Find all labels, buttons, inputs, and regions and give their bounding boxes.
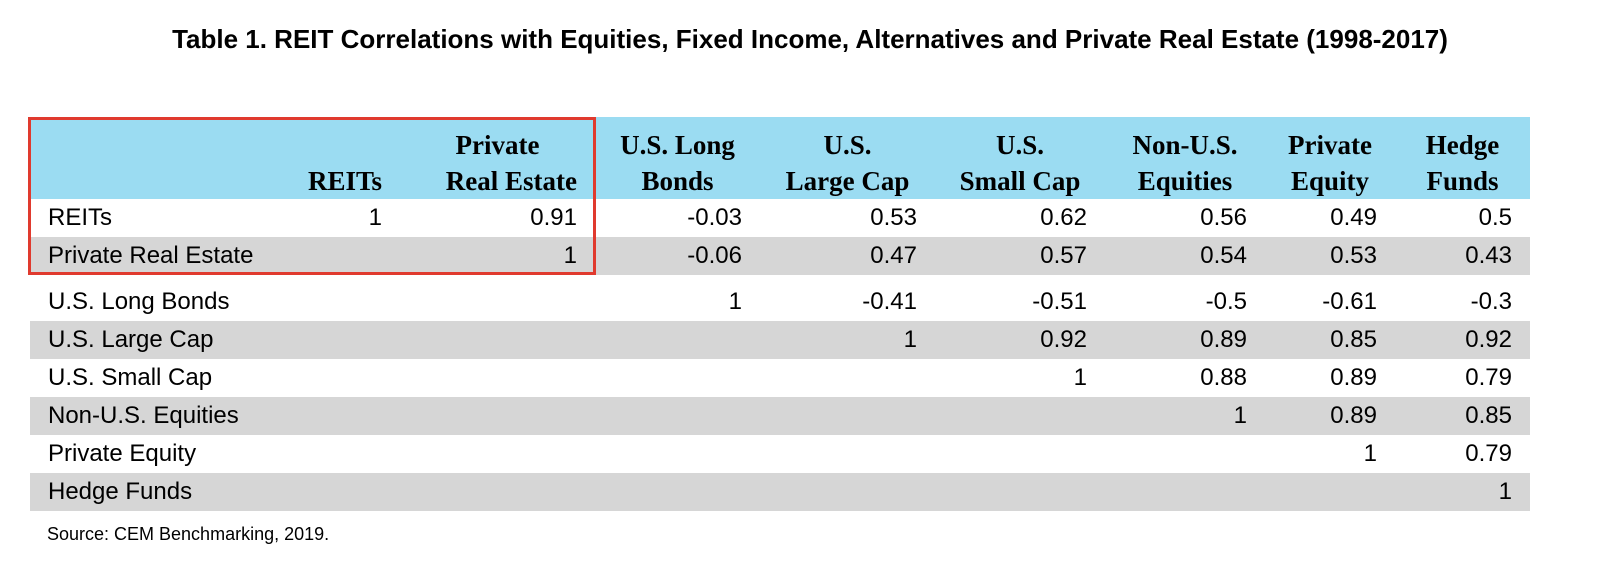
cell: 0.89 xyxy=(1330,402,1377,429)
cell: 0.53 xyxy=(1330,242,1377,269)
cell: 0.54 xyxy=(1200,242,1247,269)
column-header-hedge-funds: Hedge Funds xyxy=(1425,130,1500,196)
column-header-non-us-equities: Non-U.S. Equities xyxy=(1132,130,1238,196)
cell xyxy=(760,359,935,397)
header-corner xyxy=(30,117,290,199)
cell xyxy=(595,473,760,511)
table-row-private-real-estate: Private Real Estate 1 -0.06 0.47 0.57 0.… xyxy=(30,237,1530,275)
cell: -0.03 xyxy=(687,204,742,231)
row-label: U.S. Large Cap xyxy=(48,326,214,353)
cell: 0.89 xyxy=(1200,326,1247,353)
cell: -0.61 xyxy=(1322,288,1377,315)
table-row-us-large-cap: U.S. Large Cap 1 0.92 0.89 0.85 0.92 xyxy=(30,321,1530,359)
cell xyxy=(1265,473,1395,511)
cell: -0.41 xyxy=(862,288,917,315)
cell xyxy=(400,473,595,511)
cell xyxy=(935,397,1105,435)
cell: 1 xyxy=(1233,402,1247,429)
cell: 0.92 xyxy=(1040,326,1087,353)
source-note: Source: CEM Benchmarking, 2019. xyxy=(47,524,330,544)
row-label: Hedge Funds xyxy=(48,478,193,505)
table-title: Table 1. REIT Correlations with Equities… xyxy=(172,24,1448,54)
cell: 0.57 xyxy=(1040,242,1087,269)
table-row-reits: REITs 1 0.91 -0.03 0.53 0.62 0.56 0.49 0… xyxy=(30,199,1530,237)
cell: 0.91 xyxy=(530,204,577,231)
row-label: Private Real Estate xyxy=(48,242,254,269)
cell: 0.79 xyxy=(1465,440,1512,467)
column-header-reits: REITs xyxy=(308,166,383,196)
cell xyxy=(290,435,400,473)
cell xyxy=(935,473,1105,511)
cell xyxy=(760,473,935,511)
cell: -0.51 xyxy=(1032,288,1087,315)
cell xyxy=(595,435,760,473)
table-row-us-long-bonds: U.S. Long Bonds 1 -0.41 -0.51 -0.5 -0.61… xyxy=(30,283,1530,321)
cell xyxy=(760,397,935,435)
cell xyxy=(290,321,400,359)
header-row: REITs Private Real Estate U.S. Long Bonds … xyxy=(30,117,1530,199)
cell: 0.85 xyxy=(1330,326,1377,353)
cell xyxy=(760,435,935,473)
cell xyxy=(290,397,400,435)
cell xyxy=(935,435,1105,473)
cell: 0.53 xyxy=(870,204,917,231)
row-label: Private Equity xyxy=(48,440,197,467)
cell xyxy=(595,397,760,435)
cell: 1 xyxy=(1363,440,1377,467)
cell xyxy=(400,397,595,435)
cell xyxy=(400,321,595,359)
column-header-us-small-cap: U.S. Small Cap xyxy=(959,130,1081,196)
row-label: U.S. Long Bonds xyxy=(48,288,230,315)
row-label: U.S. Small Cap xyxy=(48,364,213,391)
cell: 0.43 xyxy=(1465,242,1512,269)
cell: 0.56 xyxy=(1200,204,1247,231)
cell: 0.92 xyxy=(1465,326,1512,353)
cell xyxy=(400,435,595,473)
cell: -0.5 xyxy=(1205,288,1247,315)
cell xyxy=(595,359,760,397)
cell: 1 xyxy=(368,204,382,231)
cell: -0.06 xyxy=(687,242,742,269)
cell: 0.88 xyxy=(1200,364,1247,391)
cell: 1 xyxy=(728,288,742,315)
cell xyxy=(595,321,760,359)
cell xyxy=(290,473,400,511)
cell xyxy=(400,359,595,397)
cell: -0.3 xyxy=(1470,288,1512,315)
cell: 1 xyxy=(563,242,577,269)
cell: 0.49 xyxy=(1330,204,1377,231)
cell: 0.62 xyxy=(1040,204,1087,231)
column-header-private-equity: Private Equity xyxy=(1288,130,1372,196)
cell: 0.89 xyxy=(1330,364,1377,391)
row-label: REITs xyxy=(48,204,113,231)
table-row-hedge-funds: Hedge Funds 1 xyxy=(30,473,1530,511)
spacer-cell xyxy=(30,275,1530,283)
cell xyxy=(290,283,400,321)
cell: 0.85 xyxy=(1465,402,1512,429)
column-header-us-long-bonds: U.S. Long Bonds xyxy=(620,130,735,196)
correlation-table: REITs Private Real Estate U.S. Long Bonds … xyxy=(30,117,1530,511)
cell: 1 xyxy=(1073,364,1087,391)
cell xyxy=(400,283,595,321)
column-header-private-real-estate: Private Real Estate xyxy=(445,130,577,196)
table-row-private-equity: Private Equity 1 0.79 xyxy=(30,435,1530,473)
cell xyxy=(1105,435,1265,473)
cell: 0.5 xyxy=(1478,204,1512,231)
cell xyxy=(1105,473,1265,511)
cell: 0.79 xyxy=(1465,364,1512,391)
row-label: Non-U.S. Equities xyxy=(48,402,239,429)
table-row-non-us-equities: Non-U.S. Equities 1 0.89 0.85 xyxy=(30,397,1530,435)
table-row-us-small-cap: U.S. Small Cap 1 0.88 0.89 0.79 xyxy=(30,359,1530,397)
cell: 1 xyxy=(903,326,917,353)
cell xyxy=(290,359,400,397)
row-spacer xyxy=(30,275,1530,283)
column-header-us-large-cap: U.S. Large Cap xyxy=(785,130,910,196)
cell: 1 xyxy=(1498,478,1512,505)
cell: 0.47 xyxy=(870,242,917,269)
cell xyxy=(290,237,400,275)
